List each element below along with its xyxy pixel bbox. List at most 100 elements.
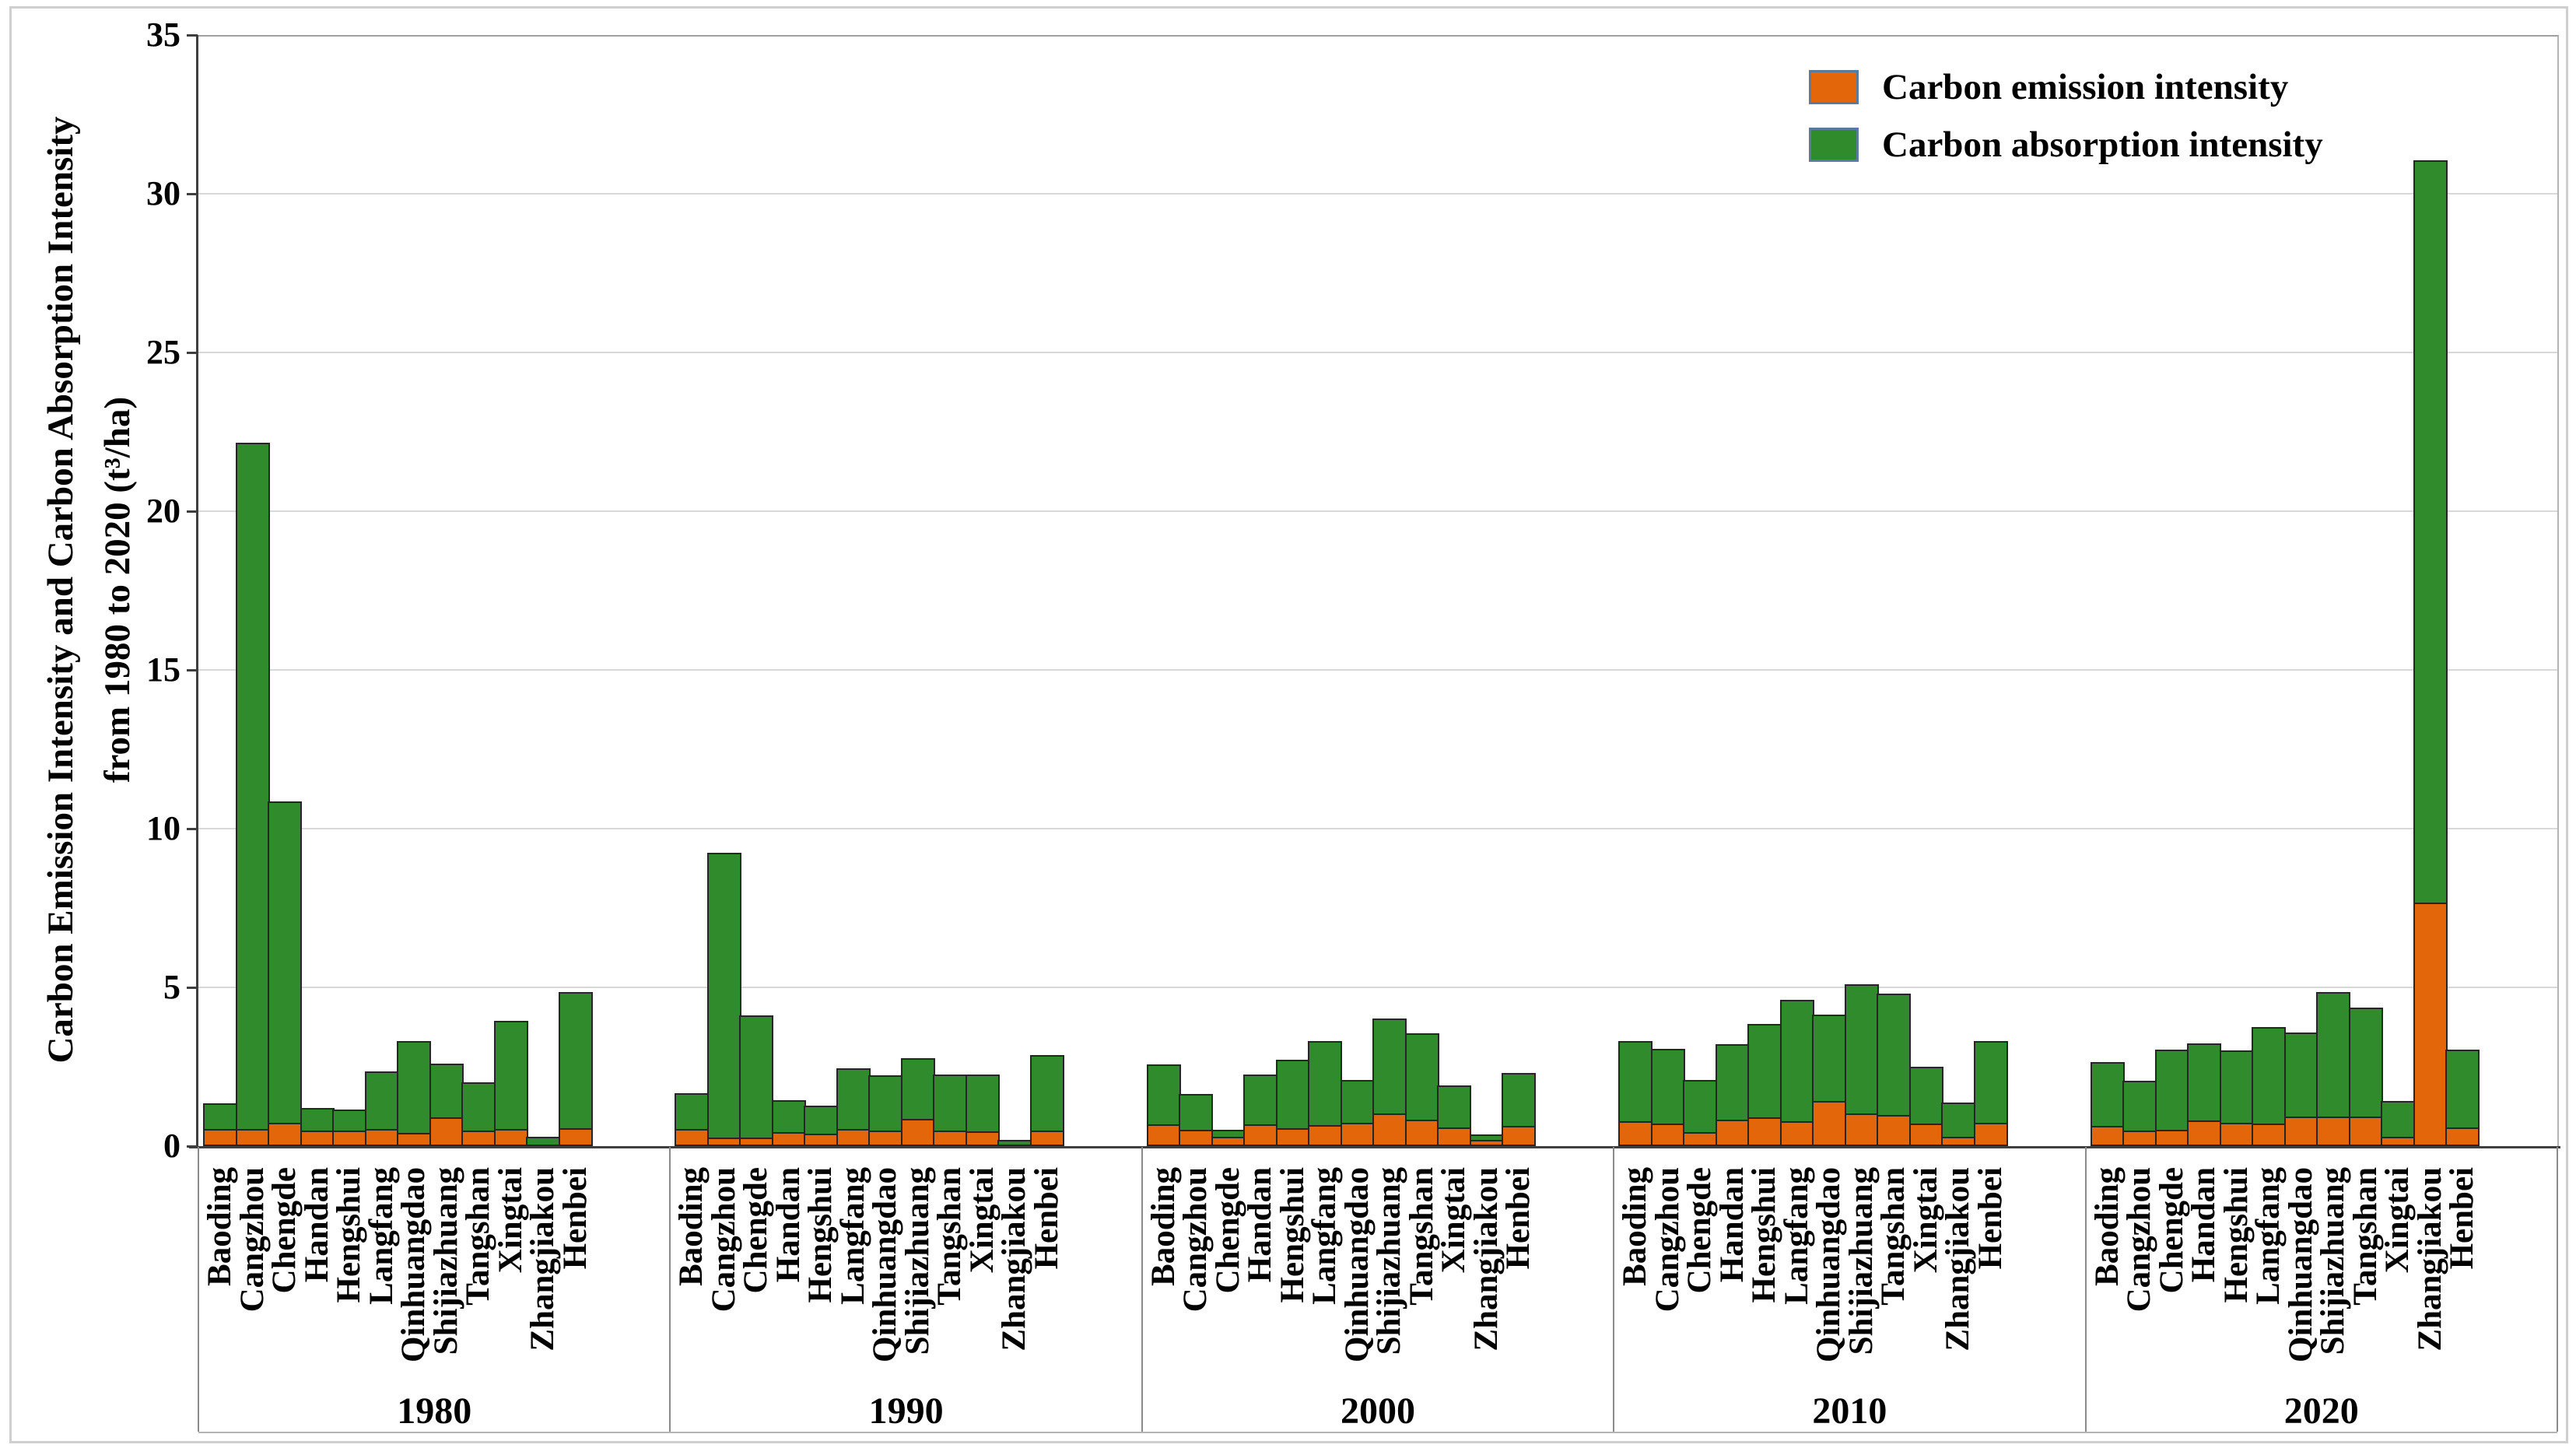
legend-item-absorption: Carbon absorption intensity	[1809, 126, 2323, 163]
x-category-label-2010-Handan: Handan	[1713, 1167, 1751, 1283]
bar-emission-1980-Tangshan	[461, 1131, 496, 1146]
legend-item-emission: Carbon emission intensity	[1809, 68, 2323, 106]
x-category-label-1980-Hengshui: Hengshui	[331, 1167, 367, 1303]
x-category-label-2020-Zhangjiakou: Zhangjiakou	[2411, 1167, 2448, 1352]
x-category-label-1980-Cangzhou: Cangzhou	[233, 1167, 271, 1313]
x-category-label-2010-Qinhuangdao: Qinhuangdao	[1810, 1167, 1848, 1362]
group-separator-0	[198, 1147, 199, 1432]
x-category-label-2020-Shijiazhuang: Shijiazhuang	[2315, 1167, 2352, 1355]
x-category-label-1990-Zhangjiakou: Zhangjiakou	[996, 1167, 1033, 1352]
x-category-label-2010-Henbei: Henbei	[1971, 1167, 2009, 1270]
bar-emission-1980-Hengshui	[332, 1131, 366, 1146]
bar-emission-2000-Shijiazhuang	[1372, 1113, 1407, 1146]
bar-emission-1990-Baoding	[675, 1129, 710, 1146]
bar-absorption-1990-Qinhuangdao	[868, 1075, 903, 1132]
bar-emission-1980-Baoding	[203, 1128, 237, 1146]
x-category-label-2020-Handan: Handan	[2185, 1167, 2223, 1283]
y-tick-15	[187, 669, 198, 671]
bar-emission-2000-Qinhuangdao	[1340, 1122, 1375, 1146]
bar-emission-2010-Hengshui	[1747, 1117, 1782, 1146]
y-tick-label-25: 25	[146, 333, 180, 371]
bar-absorption-1990-Baoding	[675, 1092, 710, 1131]
bar-emission-2010-Baoding	[1618, 1121, 1653, 1146]
x-category-label-2020-Hengshui: Hengshui	[2217, 1167, 2255, 1303]
bar-emission-2020-Cangzhou	[2122, 1131, 2157, 1146]
y-tick-label-15: 15	[146, 650, 180, 689]
bar-emission-2020-Qinhuangdao	[2283, 1117, 2318, 1146]
bar-emission-1980-Handan	[300, 1130, 335, 1146]
bar-absorption-2000-Shijiazhuang	[1372, 1018, 1407, 1116]
x-category-label-2020-Qinhuangdao: Qinhuangdao	[2282, 1167, 2319, 1362]
x-category-label-2010-Cangzhou: Cangzhou	[1649, 1167, 1686, 1313]
bar-absorption-1980-Chengde	[268, 801, 302, 1125]
bar-absorption-2010-Zhangjiakou	[1941, 1103, 1976, 1139]
bar-emission-1980-Qinhuangdao	[397, 1132, 431, 1146]
bar-emission-2000-Henbei	[1502, 1125, 1537, 1146]
bar-absorption-1980-Qinhuangdao	[397, 1041, 431, 1134]
y-gridline-5	[198, 987, 2557, 988]
bar-absorption-2020-Tangshan	[2348, 1008, 2383, 1119]
x-group-label-2000: 2000	[1340, 1390, 1415, 1432]
x-category-label-2010-Tangshan: Tangshan	[1875, 1167, 1912, 1306]
bar-absorption-2010-Xingtai	[1908, 1066, 1943, 1126]
bar-emission-2010-Qinhuangdao	[1812, 1101, 1847, 1146]
y-tick-5	[187, 987, 198, 989]
group-separator-4	[2084, 1147, 2087, 1432]
bar-absorption-2010-Handan	[1715, 1043, 1750, 1121]
x-category-label-1990-Qinhuangdao: Qinhuangdao	[867, 1167, 904, 1362]
y-tick-10	[187, 828, 198, 830]
x-category-label-2020-Cangzhou: Cangzhou	[2121, 1167, 2158, 1313]
y-tick-35	[187, 34, 198, 37]
bar-absorption-2000-Zhangjiakou	[1469, 1134, 1504, 1142]
x-category-label-2010-Baoding: Baoding	[1617, 1167, 1654, 1286]
x-axis	[189, 1146, 2560, 1148]
bar-absorption-2020-Xingtai	[2381, 1101, 2416, 1138]
bar-emission-2020-Baoding	[2090, 1125, 2125, 1146]
bar-absorption-2010-Qinhuangdao	[1812, 1014, 1847, 1103]
bar-emission-2010-Chengde	[1683, 1131, 1718, 1146]
x-category-label-2000-Henbei: Henbei	[1500, 1167, 1537, 1270]
group-separator-2	[1141, 1147, 1143, 1432]
bar-absorption-2000-Henbei	[1502, 1073, 1537, 1127]
x-category-label-2000-Baoding: Baoding	[1144, 1167, 1182, 1286]
y-gridline-30	[198, 193, 2557, 195]
y-tick-25	[187, 352, 198, 354]
bar-emission-2000-Cangzhou	[1179, 1129, 1214, 1146]
bar-absorption-2020-Hengshui	[2219, 1050, 2254, 1124]
bar-absorption-2010-Baoding	[1618, 1041, 1653, 1124]
bar-absorption-2010-Hengshui	[1747, 1024, 1782, 1120]
bar-emission-1980-Cangzhou	[235, 1128, 270, 1146]
legend: Carbon emission intensity Carbon absorpt…	[1809, 68, 2323, 184]
bar-absorption-2020-Qinhuangdao	[2283, 1033, 2318, 1119]
bar-emission-1990-Langfang	[836, 1129, 871, 1146]
bar-absorption-2020-Zhangjiakou	[2413, 160, 2448, 905]
bar-emission-2010-Xingtai	[1908, 1124, 1943, 1146]
x-category-label-1980-Langfang: Langfang	[363, 1167, 400, 1305]
x-category-label-2000-Xingtai: Xingtai	[1435, 1167, 1473, 1274]
bar-absorption-2020-Shijiazhuang	[2316, 992, 2351, 1118]
bar-absorption-2010-Chengde	[1683, 1079, 1718, 1134]
group-separator-5	[2557, 1147, 2558, 1432]
x-category-label-2000-Langfang: Langfang	[1306, 1167, 1344, 1305]
x-category-label-1980-Tangshan: Tangshan	[460, 1167, 496, 1306]
bar-emission-2010-Tangshan	[1877, 1115, 1912, 1146]
bar-absorption-2000-Xingtai	[1437, 1085, 1472, 1129]
bar-absorption-1980-Handan	[300, 1108, 335, 1132]
bar-absorption-1980-Hengshui	[332, 1110, 366, 1133]
x-category-label-1990-Chengde: Chengde	[738, 1167, 775, 1294]
bar-emission-2000-Hengshui	[1275, 1127, 1310, 1146]
bar-emission-2020-Chengde	[2154, 1129, 2189, 1146]
y-gridline-10	[198, 828, 2557, 829]
bar-emission-1990-Qinhuangdao	[868, 1131, 903, 1146]
category-axis-bottom-line	[198, 1432, 2557, 1433]
x-category-label-2000-Cangzhou: Cangzhou	[1177, 1167, 1214, 1313]
bar-emission-2010-Henbei	[1973, 1122, 2008, 1146]
x-category-label-1980-Zhangjiakou: Zhangjiakou	[524, 1167, 561, 1352]
bar-emission-1990-Handan	[771, 1132, 806, 1146]
bar-absorption-2020-Chengde	[2154, 1050, 2189, 1131]
y-gridline-15	[198, 669, 2557, 671]
bar-emission-1980-Langfang	[364, 1129, 399, 1146]
x-category-label-1980-Baoding: Baoding	[202, 1167, 238, 1286]
bar-absorption-1980-Henbei	[558, 992, 593, 1130]
